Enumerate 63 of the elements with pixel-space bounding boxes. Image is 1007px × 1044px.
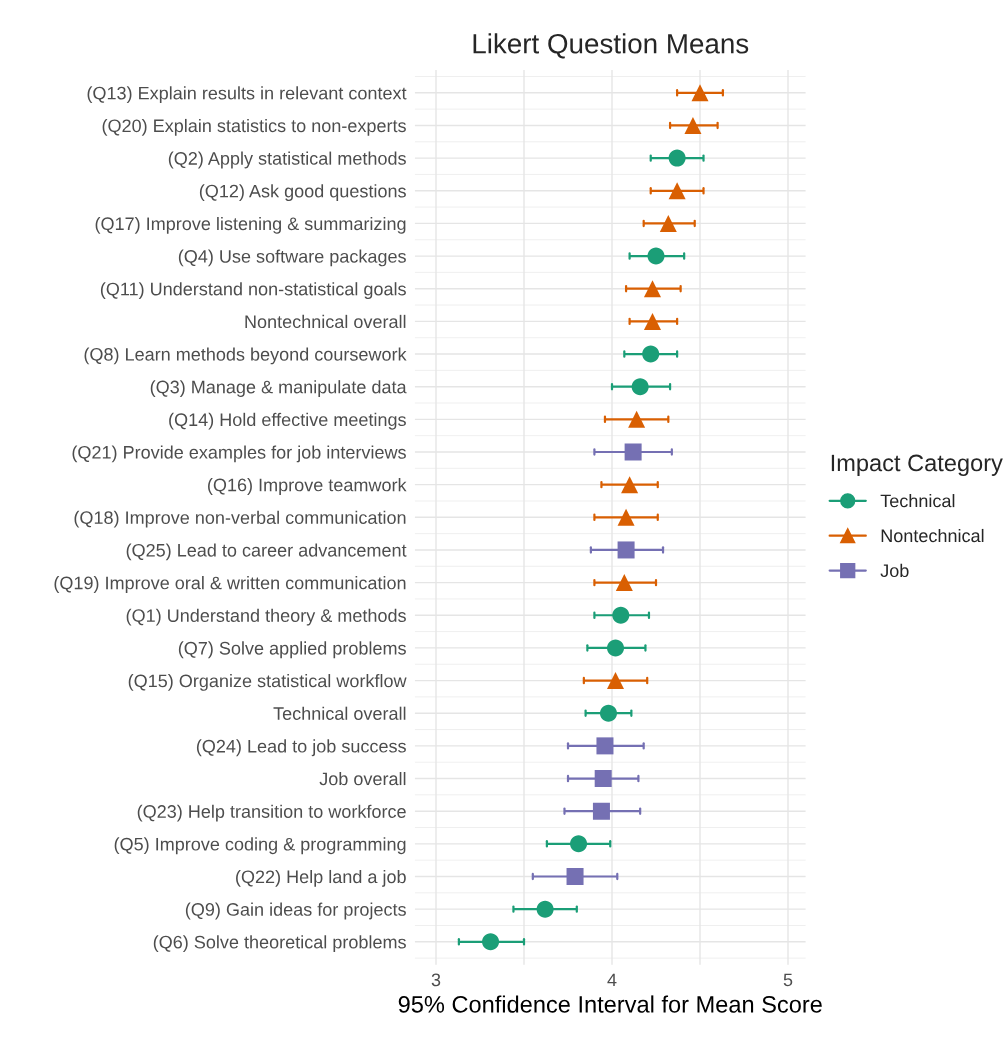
y-tick-label: (Q3) Manage & manipulate data [150, 380, 407, 397]
point [617, 541, 635, 559]
point [631, 378, 649, 396]
y-tick-label: (Q13) Explain results in relevant context [87, 86, 407, 104]
y-tick-label: (Q21) Provide examples for job interviews [72, 445, 406, 463]
point [592, 802, 610, 820]
y-tick-label: (Q25) Lead to career advancement [126, 543, 407, 561]
y-tick-label: (Q5) Improve coding & programming [114, 837, 406, 855]
point [570, 835, 588, 853]
legend-label: Nontechnical [881, 528, 984, 543]
point [615, 574, 633, 592]
y-tick-label: Technical overall [273, 706, 406, 720]
y-tick-label: (Q20) Explain statistics to non-experts [102, 118, 406, 136]
y-tick-label: (Q14) Hold effective meetings [169, 412, 406, 430]
y-tick-label: (Q24) Lead to job success [196, 739, 406, 757]
y-tick-label: (Q9) Gain ideas for projects [185, 902, 406, 920]
y-tick-label: Job overall [319, 771, 406, 786]
point [621, 476, 639, 494]
point [647, 247, 665, 265]
legend-title: Impact Category [831, 454, 1003, 476]
chart-title: Likert Question Means [473, 33, 749, 59]
y-tick-label: (Q4) Use software packages [178, 249, 406, 267]
point [566, 867, 584, 885]
point [668, 182, 686, 200]
point [684, 116, 702, 134]
point [643, 312, 661, 330]
point [482, 933, 500, 951]
point [596, 737, 614, 755]
x-tick-label: 5 [783, 973, 793, 987]
x-tick-label: 3 [431, 973, 441, 987]
point [642, 345, 660, 363]
point [599, 704, 617, 722]
y-tick-label: (Q17) Improve listening & summarizing [95, 216, 406, 234]
y-tick-label: (Q22) Help land a job [236, 869, 406, 887]
point [691, 84, 709, 102]
point [607, 672, 625, 690]
y-tick-label: (Q8) Learn methods beyond coursework [84, 347, 407, 365]
y-tick-label: (Q6) Solve theoretical problems [153, 935, 406, 953]
point [643, 280, 661, 298]
y-tick-label: (Q15) Organize statistical workflow [128, 674, 407, 691]
legend-label: Job [880, 563, 909, 578]
point [612, 606, 630, 624]
y-tick-label: (Q7) Solve applied problems [178, 641, 406, 659]
point [594, 770, 612, 788]
y-tick-label: (Q1) Understand theory & methods [126, 608, 406, 626]
x-axis-title: 95% Confidence Interval for Mean Score [398, 995, 822, 1013]
x-tick-label: 4 [607, 973, 617, 987]
point [607, 639, 625, 657]
point [617, 508, 635, 526]
point [628, 410, 646, 428]
y-tick-label: (Q12) Ask good questions [199, 184, 406, 202]
legend-label: Technical [880, 494, 955, 508]
y-tick-label: (Q19) Improve oral & written communication [54, 576, 406, 593]
y-tick-label: Nontechnical overall [245, 314, 406, 329]
point [624, 443, 642, 461]
y-tick-label: (Q11) Understand non-statistical goals [100, 282, 406, 300]
y-tick-label: (Q23) Help transition to workforce [137, 804, 406, 822]
y-tick-label: (Q2) Apply statistical methods [168, 151, 406, 169]
point [536, 900, 554, 918]
y-tick-label: (Q18) Improve non-verbal communication [74, 510, 406, 528]
point [659, 214, 677, 232]
y-tick-label: (Q16) Improve teamwork [208, 478, 407, 495]
point [668, 149, 686, 167]
